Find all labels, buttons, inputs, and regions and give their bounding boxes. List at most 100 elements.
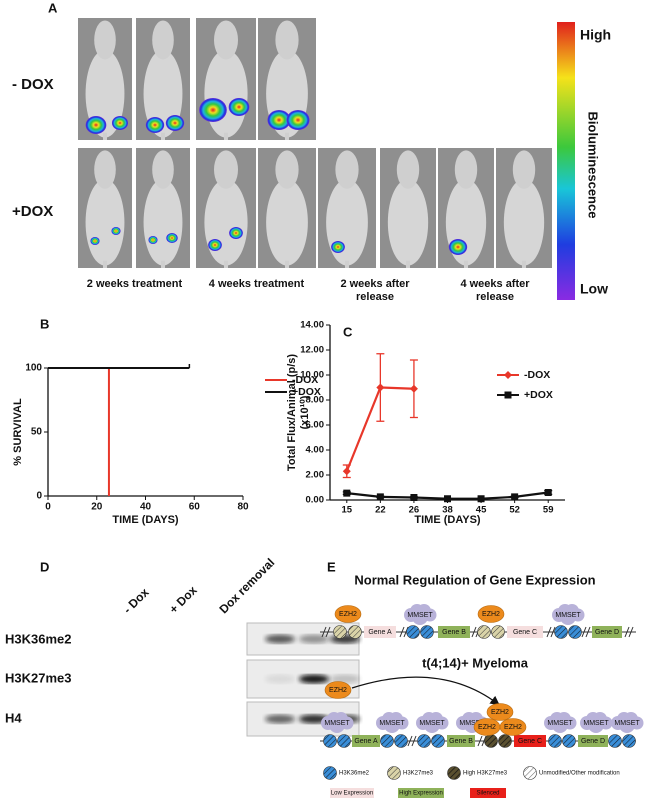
y-tick-label: 2.00 (306, 470, 325, 481)
ezh2 (499, 718, 527, 736)
mouse-tail (103, 260, 107, 268)
y-tick-label: 6.00 (306, 420, 325, 431)
ezh2 (486, 703, 514, 721)
mouse-head (214, 150, 238, 189)
ezh2-label: EZH2 (504, 724, 522, 731)
mouse-head (396, 150, 420, 189)
x-tick-label: 60 (189, 502, 201, 513)
x-tick-label: 52 (509, 505, 520, 516)
mouse-tail (285, 132, 289, 140)
mouse-tail (464, 260, 468, 268)
gene-box (592, 626, 622, 638)
legend-label: -DOX (524, 369, 550, 381)
x-axis-label: TIME (DAYS) (112, 514, 179, 526)
y-tick-label: 0 (36, 491, 42, 502)
signal-blob (166, 233, 178, 243)
signal-blob (90, 237, 100, 245)
signal-blob (331, 241, 345, 253)
signal-blob (85, 116, 107, 134)
panel-label: A (48, 0, 58, 15)
nucleosome (387, 766, 401, 780)
panel-label: C (343, 324, 353, 339)
break-mark (624, 626, 630, 638)
mouse-body (503, 179, 545, 266)
legend-label: Low Expression (331, 791, 373, 797)
mmset-label: MMSET (583, 720, 609, 727)
nucleosome (348, 625, 362, 639)
colorbar-high: High (580, 27, 611, 43)
mouse-images (78, 18, 552, 268)
nucleosome (333, 625, 347, 639)
y-tick-label: 0.00 (306, 495, 325, 506)
y-tick-label: 12.00 (300, 345, 324, 356)
break-mark (321, 626, 327, 638)
nucleosome (608, 734, 622, 748)
mouse-head (275, 150, 299, 189)
nucleosome (380, 734, 394, 748)
break-mark (325, 626, 331, 638)
western-blot (246, 622, 360, 737)
blot-row-label: H3K27me3 (5, 670, 72, 685)
gene-label: Gene C (513, 629, 537, 636)
blot-band (265, 674, 295, 684)
mmset-cloud (424, 717, 440, 733)
timepoint: 4 weeks after release (460, 278, 530, 303)
marker (342, 467, 351, 476)
ezh2 (324, 681, 352, 699)
mouse-tail (285, 260, 289, 268)
x-tick-label: 0 (45, 502, 51, 513)
mmset-cloud (552, 717, 568, 733)
mmset-label: MMSET (419, 720, 445, 727)
legend-label: +DOX (524, 389, 553, 401)
signal-blob (448, 239, 468, 255)
legend-label: H3K36me2 (339, 771, 370, 777)
gene-label: Gene D (581, 738, 605, 745)
mmset-cloud (384, 717, 400, 733)
blot-band (299, 674, 329, 684)
legend-label: High Expression (399, 791, 443, 797)
mouse-body (85, 179, 125, 266)
nucleosome (431, 734, 445, 748)
y-axis-label: % SURVIVAL (12, 398, 24, 466)
mouse-body (266, 179, 308, 266)
legend-label: H3K27me3 (403, 771, 434, 777)
signal-blob (111, 116, 129, 130)
mmset-cloud (560, 609, 576, 625)
marker (409, 384, 418, 393)
ezh2 (477, 605, 505, 623)
signal-blob (199, 98, 227, 122)
blot-column-label: - Dox (120, 585, 151, 616)
timepoint-label: 4 weeks after release (460, 278, 530, 303)
x-tick-label: 45 (476, 505, 487, 516)
x-tick-label: 15 (341, 505, 352, 516)
nucleosome (420, 625, 434, 639)
mouse-tail (406, 260, 410, 268)
panel-label: D (40, 559, 49, 574)
nucleosome (568, 625, 582, 639)
marker (504, 371, 512, 379)
gene-box (352, 735, 380, 747)
marker (376, 493, 384, 501)
mmset-label: MMSET (407, 612, 433, 619)
break-mark (581, 626, 587, 638)
arrow (351, 676, 500, 706)
break-mark (411, 735, 417, 747)
signal-blob (145, 117, 165, 133)
timepoint: 4 weeks treatment (209, 278, 304, 290)
mouse-body (85, 49, 125, 138)
ezh2-label: EZH2 (329, 687, 347, 694)
legend-label: Unmodified/Other modification (539, 771, 620, 777)
break-mark (585, 626, 591, 638)
x-tick-label: 26 (409, 505, 420, 516)
nucleosome (622, 734, 636, 748)
x-tick-label: 20 (91, 502, 103, 513)
nucleosome (562, 734, 576, 748)
mmset-label: MMSET (547, 720, 573, 727)
mouse-head (512, 150, 536, 189)
gene-label: Gene B (449, 738, 473, 745)
y-tick-label: 50 (31, 427, 43, 438)
nucleosome (394, 734, 408, 748)
mouse-tail (345, 260, 349, 268)
timepoint: 2 weeks after release (340, 278, 409, 303)
